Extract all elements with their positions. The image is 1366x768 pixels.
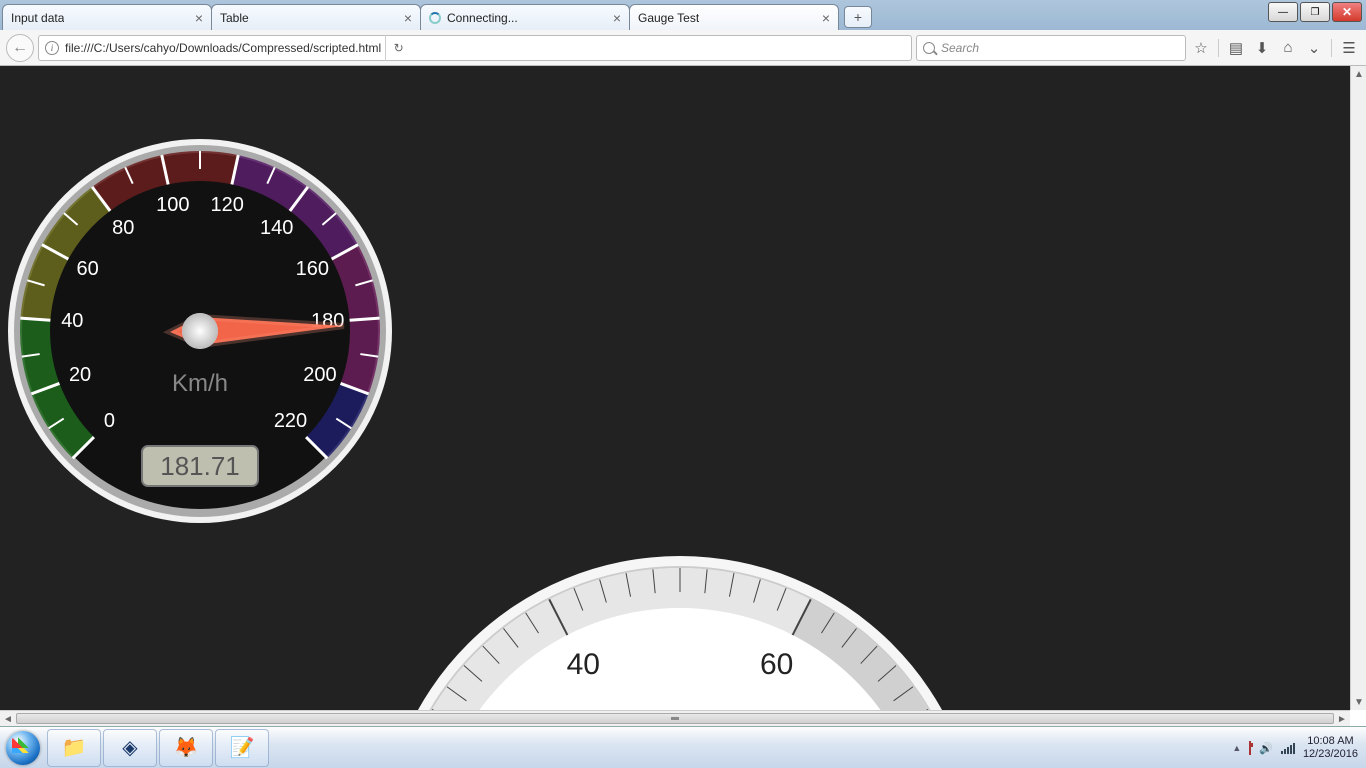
scroll-thumb[interactable] xyxy=(16,713,1334,724)
svg-text:Km/h: Km/h xyxy=(172,370,228,397)
svg-text:40: 40 xyxy=(61,310,83,332)
reader-icon[interactable]: ▤ xyxy=(1225,37,1247,59)
svg-text:140: 140 xyxy=(260,217,293,239)
taskbar-virtualbox[interactable]: ◈ xyxy=(103,729,157,767)
back-button[interactable]: ← xyxy=(6,34,34,62)
new-tab-button[interactable]: + xyxy=(844,6,872,28)
tab-connecting[interactable]: Connecting... × xyxy=(420,4,630,30)
system-tray: ▲ 🔊 10:08 AM 12/23/2016 xyxy=(1224,727,1366,768)
close-icon[interactable]: × xyxy=(404,11,412,25)
maximize-button[interactable]: ❐ xyxy=(1300,2,1330,22)
tab-label: Gauge Test xyxy=(638,11,699,25)
scroll-down-icon[interactable]: ▼ xyxy=(1351,694,1366,710)
tab-input-data[interactable]: Input data × xyxy=(2,4,212,30)
browser-navbar: ← i file:///C:/Users/cahyo/Downloads/Com… xyxy=(0,30,1366,66)
svg-text:40: 40 xyxy=(567,648,600,681)
svg-text:181.71: 181.71 xyxy=(160,451,240,481)
reload-button[interactable]: ↻ xyxy=(385,35,411,61)
tray-time: 10:08 AM xyxy=(1303,735,1358,748)
separator xyxy=(1218,39,1219,57)
gauge-canvas: 020406080100120140160180200220Km/h181.71… xyxy=(0,66,1350,710)
volume-icon[interactable]: 🔊 xyxy=(1259,742,1273,755)
bookmark-star-icon[interactable]: ☆ xyxy=(1190,37,1212,59)
loading-spinner-icon xyxy=(429,12,441,24)
home-icon[interactable]: ⌂ xyxy=(1277,37,1299,59)
svg-text:60: 60 xyxy=(760,648,793,681)
svg-text:0: 0 xyxy=(104,410,115,432)
svg-text:60: 60 xyxy=(77,258,99,280)
network-icon[interactable] xyxy=(1281,742,1295,754)
svg-text:120: 120 xyxy=(211,194,244,216)
scroll-right-icon[interactable]: ► xyxy=(1334,711,1350,726)
svg-text:100: 100 xyxy=(156,194,189,216)
tray-overflow-icon[interactable]: ▲ xyxy=(1232,743,1241,753)
svg-text:80: 80 xyxy=(112,217,134,239)
url-text: file:///C:/Users/cahyo/Downloads/Compres… xyxy=(65,41,381,55)
minimize-button[interactable]: — xyxy=(1268,2,1298,22)
close-icon[interactable]: × xyxy=(822,11,830,25)
taskbar-explorer[interactable]: 📁 xyxy=(47,729,101,767)
site-info-icon[interactable]: i xyxy=(45,41,59,55)
search-icon xyxy=(923,42,935,54)
search-box[interactable]: Search xyxy=(916,35,1186,61)
horizontal-scrollbar[interactable]: ◄ ► xyxy=(0,710,1350,726)
browser-tabstrip: Input data × Table × Connecting... × Gau… xyxy=(0,0,1366,30)
svg-text:200: 200 xyxy=(303,364,336,386)
svg-text:20: 20 xyxy=(69,364,91,386)
tray-date: 12/23/2016 xyxy=(1303,748,1358,761)
window-close-button[interactable]: ✕ xyxy=(1332,2,1362,22)
tab-table[interactable]: Table × xyxy=(211,4,421,30)
hamburger-menu-icon[interactable]: ☰ xyxy=(1338,37,1360,59)
close-icon[interactable]: × xyxy=(195,11,203,25)
battery-icon[interactable] xyxy=(1249,742,1251,754)
url-box[interactable]: i file:///C:/Users/cahyo/Downloads/Compr… xyxy=(38,35,912,61)
start-button[interactable] xyxy=(0,727,46,768)
tab-label: Input data xyxy=(11,11,64,25)
windows-orb-icon xyxy=(6,731,40,765)
taskbar: 📁 ◈ 🦊 📝 ▲ 🔊 10:08 AM 12/23/2016 xyxy=(0,726,1366,768)
viewport: 020406080100120140160180200220Km/h181.71… xyxy=(0,66,1366,726)
search-placeholder: Search xyxy=(941,41,979,55)
scroll-up-icon[interactable]: ▲ xyxy=(1351,66,1366,82)
svg-text:220: 220 xyxy=(274,410,307,432)
page-body: 020406080100120140160180200220Km/h181.71… xyxy=(0,66,1350,710)
scroll-left-icon[interactable]: ◄ xyxy=(0,711,16,726)
taskbar-firefox[interactable]: 🦊 xyxy=(159,729,213,767)
pocket-icon[interactable]: ⌄ xyxy=(1303,37,1325,59)
svg-text:160: 160 xyxy=(296,258,329,280)
tab-gauge-test[interactable]: Gauge Test × xyxy=(629,4,839,30)
taskbar-notepadpp[interactable]: 📝 xyxy=(215,729,269,767)
separator xyxy=(1331,39,1332,57)
tab-label: Table xyxy=(220,11,249,25)
vertical-scrollbar[interactable]: ▲ ▼ xyxy=(1350,66,1366,710)
close-icon[interactable]: × xyxy=(613,11,621,25)
tray-clock[interactable]: 10:08 AM 12/23/2016 xyxy=(1303,735,1358,761)
tab-label: Connecting... xyxy=(447,11,518,25)
downloads-icon[interactable]: ⬇ xyxy=(1251,37,1273,59)
